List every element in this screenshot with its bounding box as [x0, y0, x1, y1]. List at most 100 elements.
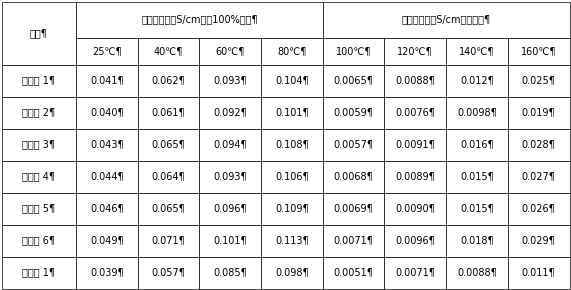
- Text: 0.064¶: 0.064¶: [152, 171, 186, 182]
- Text: 0.012¶: 0.012¶: [460, 75, 494, 86]
- Text: 0.046¶: 0.046¶: [90, 204, 123, 213]
- Bar: [508, 160, 569, 193]
- Bar: [199, 128, 261, 160]
- Bar: [384, 128, 446, 160]
- Bar: [508, 97, 569, 128]
- Bar: [508, 256, 569, 289]
- Bar: [323, 97, 384, 128]
- Text: 0.0051¶: 0.0051¶: [333, 267, 373, 278]
- Bar: [446, 128, 508, 160]
- Text: 实施例 4¶: 实施例 4¶: [22, 171, 55, 182]
- Text: 0.098¶: 0.098¶: [275, 267, 309, 278]
- Text: 0.0068¶: 0.0068¶: [333, 171, 373, 182]
- Text: 0.0089¶: 0.0089¶: [395, 171, 435, 182]
- Bar: [199, 193, 261, 224]
- Text: 0.0088¶: 0.0088¶: [457, 267, 497, 278]
- Bar: [138, 64, 199, 97]
- Bar: [261, 193, 323, 224]
- Text: 0.101¶: 0.101¶: [275, 108, 309, 117]
- Bar: [199, 97, 261, 128]
- Text: 0.094¶: 0.094¶: [214, 139, 247, 150]
- Text: 0.065¶: 0.065¶: [152, 204, 186, 213]
- Text: 0.029¶: 0.029¶: [522, 235, 556, 246]
- Bar: [446, 97, 508, 128]
- Bar: [138, 193, 199, 224]
- Text: 质子传导率（S/cm），干态¶: 质子传导率（S/cm），干态¶: [401, 14, 490, 24]
- Bar: [138, 37, 199, 64]
- Text: 0.0071¶: 0.0071¶: [333, 235, 373, 246]
- Text: 实施例 6¶: 实施例 6¶: [22, 235, 55, 246]
- Bar: [446, 193, 508, 224]
- Text: 实施例 3¶: 实施例 3¶: [22, 139, 55, 150]
- Bar: [323, 224, 384, 256]
- Bar: [508, 224, 569, 256]
- Bar: [323, 1, 569, 37]
- Text: 0.101¶: 0.101¶: [214, 235, 247, 246]
- Text: 0.041¶: 0.041¶: [90, 75, 123, 86]
- Text: 0.085¶: 0.085¶: [214, 267, 247, 278]
- Bar: [199, 160, 261, 193]
- Bar: [76, 128, 138, 160]
- Text: 0.065¶: 0.065¶: [152, 139, 186, 150]
- Bar: [2, 128, 76, 160]
- Bar: [384, 224, 446, 256]
- Text: 0.108¶: 0.108¶: [275, 139, 309, 150]
- Text: 0.0090¶: 0.0090¶: [395, 204, 435, 213]
- Text: 0.057¶: 0.057¶: [151, 267, 186, 278]
- Text: 0.0098¶: 0.0098¶: [457, 108, 497, 117]
- Bar: [76, 37, 138, 64]
- Text: 100℃¶: 100℃¶: [336, 46, 371, 56]
- Bar: [2, 256, 76, 289]
- Text: 0.028¶: 0.028¶: [522, 139, 556, 150]
- Bar: [508, 193, 569, 224]
- Text: 0.0065¶: 0.0065¶: [333, 75, 373, 86]
- Bar: [261, 64, 323, 97]
- Bar: [446, 256, 508, 289]
- Bar: [76, 193, 138, 224]
- Text: 实施例 5¶: 实施例 5¶: [22, 204, 55, 213]
- Bar: [508, 37, 569, 64]
- Text: 160℃¶: 160℃¶: [521, 46, 556, 56]
- Text: 0.015¶: 0.015¶: [460, 171, 494, 182]
- Text: 0.0069¶: 0.0069¶: [333, 204, 373, 213]
- Bar: [323, 193, 384, 224]
- Bar: [2, 64, 76, 97]
- Bar: [261, 128, 323, 160]
- Bar: [138, 256, 199, 289]
- Bar: [2, 193, 76, 224]
- Bar: [261, 160, 323, 193]
- Bar: [384, 97, 446, 128]
- Bar: [2, 224, 76, 256]
- Text: 实施例 1¶: 实施例 1¶: [22, 75, 55, 86]
- Text: 60℃¶: 60℃¶: [215, 46, 245, 56]
- Bar: [384, 64, 446, 97]
- Bar: [76, 224, 138, 256]
- Text: 120℃¶: 120℃¶: [397, 46, 433, 56]
- Bar: [323, 37, 384, 64]
- Text: 0.016¶: 0.016¶: [460, 139, 494, 150]
- Text: 0.093¶: 0.093¶: [214, 75, 247, 86]
- Text: 0.0088¶: 0.0088¶: [395, 75, 435, 86]
- Text: 0.043¶: 0.043¶: [90, 139, 123, 150]
- Text: 0.025¶: 0.025¶: [522, 75, 556, 86]
- Text: 0.011¶: 0.011¶: [522, 267, 556, 278]
- Bar: [138, 128, 199, 160]
- Text: 0.093¶: 0.093¶: [214, 171, 247, 182]
- Bar: [138, 97, 199, 128]
- Text: 40℃¶: 40℃¶: [154, 46, 183, 56]
- Bar: [76, 64, 138, 97]
- Bar: [138, 224, 199, 256]
- Bar: [261, 97, 323, 128]
- Bar: [199, 224, 261, 256]
- Bar: [323, 160, 384, 193]
- Bar: [446, 37, 508, 64]
- Text: 80℃¶: 80℃¶: [277, 46, 307, 56]
- Bar: [323, 128, 384, 160]
- Text: 0.019¶: 0.019¶: [522, 108, 556, 117]
- Text: 0.113¶: 0.113¶: [275, 235, 309, 246]
- Text: 0.018¶: 0.018¶: [460, 235, 494, 246]
- Text: 0.0096¶: 0.0096¶: [395, 235, 435, 246]
- Text: 0.092¶: 0.092¶: [214, 108, 247, 117]
- Bar: [2, 1, 76, 64]
- Text: 0.109¶: 0.109¶: [275, 204, 309, 213]
